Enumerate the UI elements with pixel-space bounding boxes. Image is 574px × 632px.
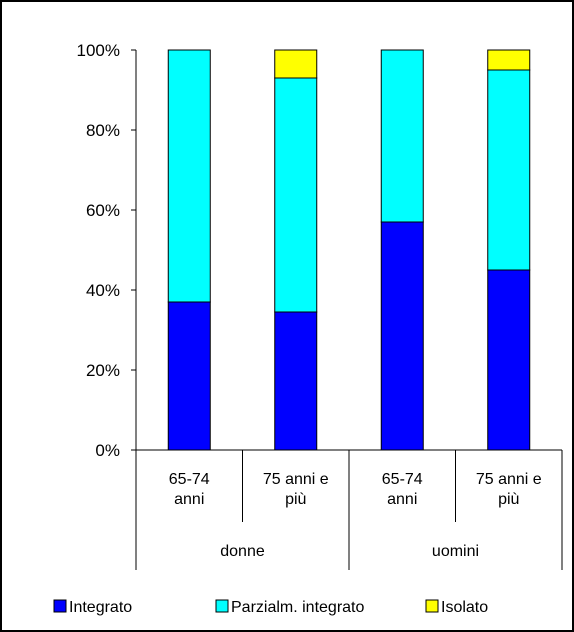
bar-segment-1-cat-3 — [380, 221, 424, 451]
bar-segment-1-cat-4 — [487, 269, 531, 451]
legend-label: Integrato — [69, 599, 132, 616]
y-tick-label: 0% — [95, 441, 120, 460]
category-label: 65-74 anni — [169, 471, 210, 508]
bar-segment-3-cat-2 — [274, 49, 318, 79]
category-label: 75 anni e più — [476, 471, 542, 508]
legend-swatch — [425, 599, 439, 613]
y-tick-label: 80% — [86, 121, 120, 140]
y-tick-label: 40% — [86, 281, 120, 300]
bar-segment-1-cat-2 — [274, 311, 318, 451]
legend: Integrato Parzialm. integrato Isolato — [53, 599, 488, 616]
y-tick-label: 60% — [86, 201, 120, 220]
bar-segment-2-cat-4 — [487, 69, 531, 271]
group-label: uomini — [432, 543, 479, 560]
y-tick-label: 20% — [86, 361, 120, 380]
y-tick-label: 100% — [77, 41, 120, 60]
bar-segment-2-cat-2 — [274, 77, 318, 313]
bars-layer — [167, 49, 531, 451]
bar-segment-2-cat-1 — [167, 49, 211, 303]
legend-label: Isolato — [441, 599, 488, 616]
legend-swatch — [53, 599, 67, 613]
category-label: 65-74 anni — [382, 471, 423, 508]
group-label: donne — [220, 543, 265, 560]
bar-segment-3-cat-4 — [487, 49, 531, 71]
legend-label: Parzialm. integrato — [231, 599, 364, 616]
bar-segment-2-cat-3 — [380, 49, 424, 223]
legend-swatch — [215, 599, 229, 613]
axis-layer: 0% 20% 40% 60% 80% 100% 65-74 anni 75 anni e più 6… — [77, 41, 563, 570]
bar-segment-1-cat-1 — [167, 301, 211, 451]
category-label: 75 anni e più — [263, 471, 329, 508]
